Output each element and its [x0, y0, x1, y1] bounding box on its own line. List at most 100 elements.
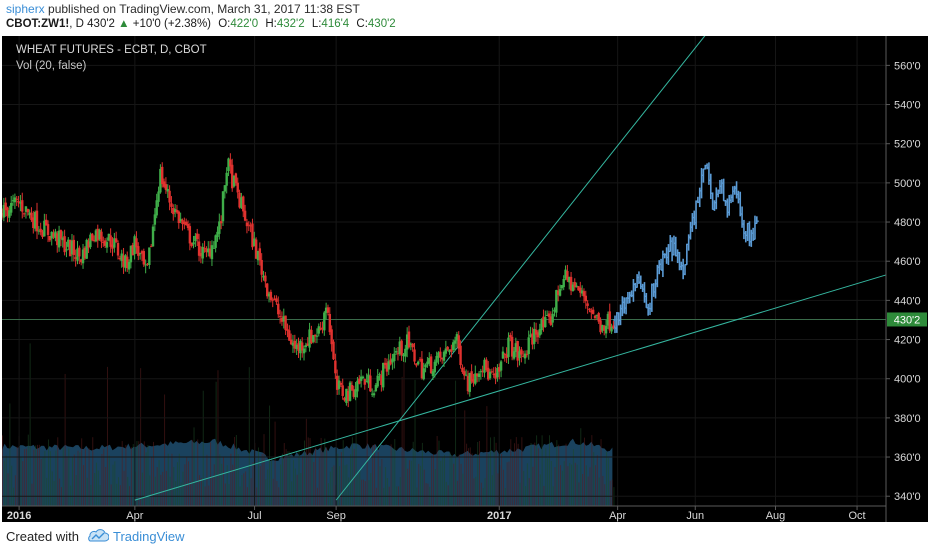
candle-body [254, 239, 258, 259]
volume-bar [237, 454, 239, 506]
candle-body [35, 210, 39, 232]
volume-bar [108, 455, 110, 506]
candle-body [580, 290, 584, 294]
candle-body [190, 242, 193, 246]
volume-bar [554, 467, 556, 506]
volume-bar [250, 478, 252, 506]
candle-body [415, 363, 418, 366]
candle-body [10, 202, 13, 213]
candle-body [453, 340, 457, 344]
candle-body [405, 334, 409, 350]
volume-bar [432, 454, 434, 506]
volume-bar [307, 437, 309, 506]
candle-body [490, 371, 494, 373]
candle-body [114, 238, 118, 242]
candle-body [43, 220, 46, 237]
tradingview-brand: TradingView [112, 528, 185, 544]
volume-bar [409, 460, 411, 506]
candle-body [612, 325, 615, 329]
volume-bar [228, 484, 230, 506]
volume-bar [405, 458, 407, 506]
author-link[interactable]: sipherx [6, 2, 45, 16]
price-axis[interactable]: 340'0 360'0 380'0 400'0 420'0 440'0 460'0 480'0… [886, 60, 927, 503]
candle-body [264, 275, 267, 282]
candle-body [256, 250, 260, 261]
created-with-text: Created with [6, 528, 79, 544]
candle-body [273, 298, 276, 301]
volume-bar [329, 471, 331, 506]
candle-body [398, 341, 401, 354]
volume-bar [595, 465, 597, 506]
candle-body [429, 356, 433, 374]
volume-bar [420, 465, 422, 506]
ohlc-line: CBOT:ZW1!, D 430'2 ▲ +10'0 (+2.38%) O:42… [6, 18, 396, 34]
candle-body [459, 345, 462, 366]
candle-body [188, 226, 192, 244]
volume-bar [165, 470, 167, 506]
candle-body [516, 341, 519, 361]
volume-bar [66, 456, 68, 506]
volume-bar [289, 451, 291, 506]
volume-bar [475, 476, 477, 506]
candle-body [65, 249, 68, 251]
candle-body [196, 233, 199, 240]
candle-body [409, 343, 413, 345]
candle-body [551, 313, 554, 323]
candle-body [595, 315, 599, 317]
candle-body [286, 329, 289, 331]
candle-body [172, 207, 175, 215]
volume-bar [230, 453, 232, 506]
volume-bar [221, 463, 223, 506]
volume-bar [444, 454, 445, 506]
volume-bar [451, 455, 453, 506]
volume-bar [383, 487, 385, 506]
tradingview-link[interactable]: TradingView [87, 529, 185, 544]
candle-body [22, 213, 26, 215]
volume-bar [580, 428, 582, 506]
candle-body [352, 389, 355, 397]
candle-body [560, 285, 564, 289]
volume-indicator-label[interactable]: Vol (20, false) [16, 60, 86, 72]
candle-body [227, 158, 230, 172]
volume-bar [132, 444, 134, 506]
volume-bar [563, 461, 565, 506]
volume-bar [302, 456, 304, 506]
volume-bar [528, 478, 530, 506]
candle-body [229, 159, 232, 167]
chart-svg[interactable]: 340'0 360'0 380'0 400'0 420'0 440'0 460'0 480'0… [0, 16, 928, 522]
volume-bar [36, 444, 38, 506]
candle-body [170, 203, 173, 207]
triangle-up-icon: ▲ [118, 18, 130, 30]
volume-bar [224, 483, 226, 506]
price-chart[interactable]: 340'0 360'0 380'0 400'0 420'0 440'0 460'0 480'0… [0, 16, 928, 522]
candle-body [238, 192, 241, 208]
volume-bar [257, 447, 259, 506]
candle-body [87, 241, 90, 248]
volume-bar [567, 466, 569, 506]
volume-bar [156, 467, 158, 506]
volume-bar [512, 456, 514, 506]
volume-bar [215, 381, 217, 506]
volume-bar [361, 479, 363, 506]
candle-body [32, 217, 35, 229]
volume-bar [186, 456, 188, 506]
volume-bar [123, 470, 125, 506]
candle-body [356, 380, 359, 392]
volume-bar [316, 487, 318, 506]
candle-body [155, 200, 158, 216]
volume-bar [16, 446, 18, 506]
volume-bar [296, 474, 298, 506]
candle-body [531, 333, 534, 345]
candle-body [393, 353, 396, 362]
volume-bar [252, 462, 254, 506]
candle-body [435, 356, 438, 363]
volume-bar [440, 460, 442, 506]
candle-body [214, 235, 217, 248]
volume-bar [523, 470, 525, 506]
volume-bar [556, 440, 558, 506]
time-axis[interactable]: 2016 Apr Jul Sep 2017 Apr Jun Aug Oct [7, 506, 866, 522]
volume-bar [593, 452, 595, 506]
volume-bar [490, 437, 492, 506]
volume-bar [235, 435, 237, 506]
trendline-layer[interactable] [134, 16, 887, 501]
